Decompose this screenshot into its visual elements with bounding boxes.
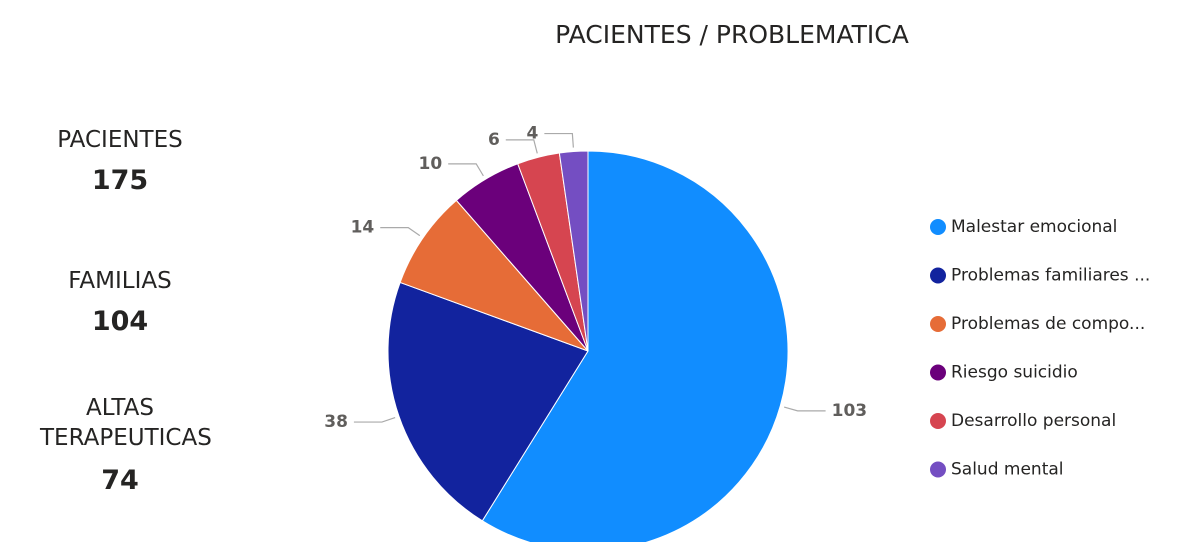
legend-swatch — [930, 267, 946, 284]
kpi-card: ALTAS TERAPEUTICAS 74 — [40, 393, 212, 496]
pie-slice — [481, 150, 789, 542]
data-label: 4 — [527, 124, 539, 144]
data-label: 10 — [419, 154, 443, 174]
legend-label: Riesgo suicidio — [951, 363, 1078, 383]
legend-swatch — [930, 316, 946, 332]
legend-label: Problemas familiares ... — [951, 266, 1150, 286]
data-label: 14 — [351, 218, 375, 238]
pie-slice — [399, 199, 589, 352]
data-label: 6 — [488, 130, 500, 150]
kpi-card: PACIENTES 175 — [10, 125, 230, 196]
legend-label: Salud mental — [951, 460, 1064, 480]
kpi-label: PACIENTES — [57, 127, 183, 153]
legend-swatch — [930, 413, 946, 429]
kpi-label: FAMILIAS — [68, 268, 172, 294]
kpi-value: 74 — [101, 465, 139, 496]
kpi-card: FAMILIAS 104 — [10, 266, 230, 337]
legend-label: Problemas de compo... — [951, 314, 1145, 334]
leader-line — [544, 132, 574, 148]
legend-swatch — [930, 364, 946, 381]
leader-line — [783, 406, 826, 412]
legend-label: Malestar emocional — [951, 217, 1117, 237]
legend-swatch — [930, 461, 946, 478]
leader-line — [505, 139, 538, 154]
leader-line — [448, 163, 484, 177]
pie-slice — [558, 150, 589, 352]
legend-swatch — [930, 219, 946, 235]
data-label: 38 — [324, 412, 348, 432]
leader-line — [353, 416, 396, 423]
data-label: 103 — [832, 401, 868, 421]
kpi-value: 104 — [91, 306, 149, 337]
kpi-label: ALTAS TERAPEUTICAS — [40, 395, 212, 451]
legend-label: Desarrollo personal — [951, 411, 1116, 431]
chart-title: PACIENTES / PROBLEMATICA — [555, 20, 909, 49]
leader-line — [380, 227, 421, 237]
pie-slice — [387, 281, 589, 522]
kpi-value: 175 — [91, 165, 149, 196]
